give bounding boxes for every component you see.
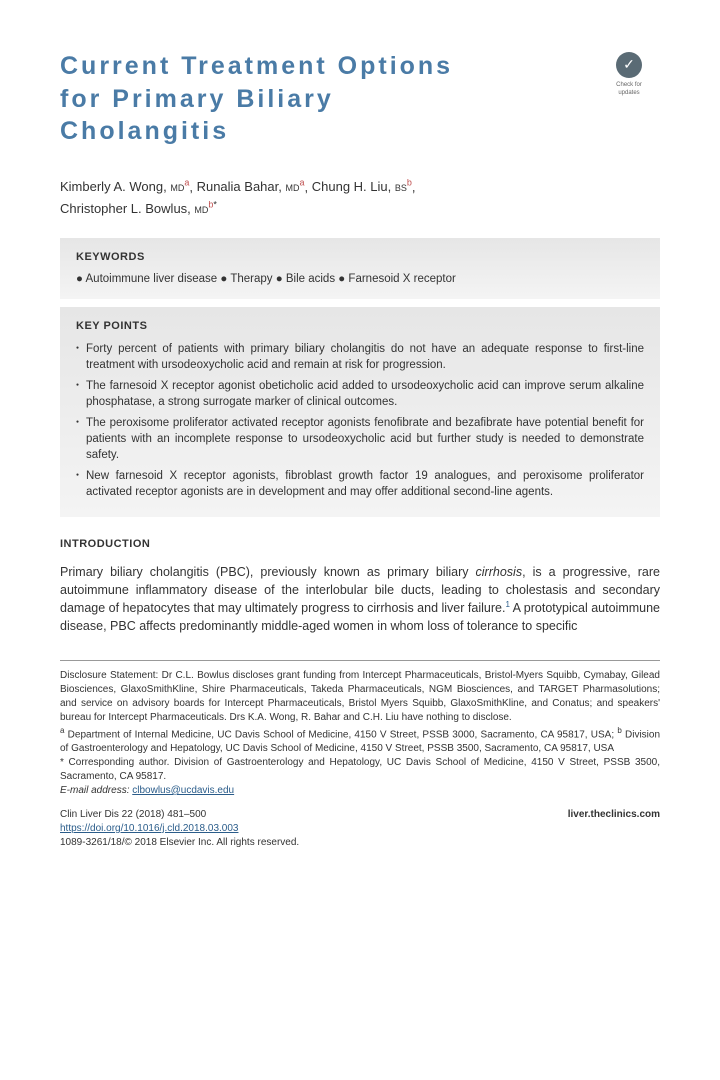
author-list: Kimberly A. Wong, MDa, Runalia Bahar, MD… [60, 176, 660, 220]
author-affiliation-mark: b [407, 178, 412, 188]
disclosure-statement: Disclosure Statement: Dr C.L. Bowlus dis… [60, 669, 660, 725]
check-updates-badge[interactable]: ✓ Check for updates [606, 52, 652, 98]
check-updates-label: Check for updates [606, 81, 652, 98]
email-link[interactable]: clbowlus@ucdavis.edu [132, 785, 234, 796]
keypoints-heading: KEY POINTS [76, 319, 644, 334]
journal-site[interactable]: liver.theclinics.com [568, 808, 660, 822]
intro-text-italic: cirrhosis [476, 565, 523, 579]
author-name: Chung H. Liu [312, 179, 388, 194]
keyword: Therapy [230, 273, 272, 285]
doi-link[interactable]: https://doi.org/10.1016/j.cld.2018.03.00… [60, 823, 238, 834]
keypoint-item: New farnesoid X receptor agonists, fibro… [76, 468, 644, 500]
aff-label-b: b [617, 726, 621, 735]
article-title: Current Treatment Options for Primary Bi… [60, 50, 500, 148]
author: Runalia Bahar, MDa [197, 179, 305, 194]
check-updates-icon: ✓ [616, 52, 642, 78]
section-heading-introduction: INTRODUCTION [60, 537, 660, 552]
keypoint-item: Forty percent of patients with primary b… [76, 341, 644, 373]
author-degree: MD [285, 183, 299, 193]
footer-block: Clin Liver Dis 22 (2018) 481–500 https:/… [60, 808, 660, 850]
author-affiliation-mark: a [299, 178, 304, 188]
footnotes-block: Disclosure Statement: Dr C.L. Bowlus dis… [60, 660, 660, 798]
aff-label-a: a [60, 726, 64, 735]
corresponding-mark: * [213, 200, 217, 210]
keypoint-item: The farnesoid X receptor agonist obetich… [76, 378, 644, 410]
copyright-line: 1089-3261/18/© 2018 Elsevier Inc. All ri… [60, 836, 299, 850]
footer-left: Clin Liver Dis 22 (2018) 481–500 https:/… [60, 808, 299, 850]
author-degree: MD [194, 205, 208, 215]
author-degree: MD [170, 183, 184, 193]
author-affiliation-mark: a [184, 178, 189, 188]
author: Chung H. Liu, BSb [312, 179, 412, 194]
keypoints-list: Forty percent of patients with primary b… [76, 341, 644, 501]
author: Kimberly A. Wong, MDa [60, 179, 189, 194]
corresponding-author: * Corresponding author. Division of Gast… [60, 756, 660, 784]
affiliation-a: a Department of Internal Medicine, UC Da… [60, 725, 660, 756]
journal-citation: Clin Liver Dis 22 (2018) 481–500 [60, 808, 299, 822]
email-label: E-mail address: [60, 785, 129, 796]
email-line: E-mail address: clbowlus@ucdavis.edu [60, 784, 660, 798]
keypoint-item: The peroxisome proliferator activated re… [76, 415, 644, 463]
keywords-heading: KEYWORDS [76, 250, 644, 265]
keywords-list: ● Autoimmune liver disease ● Therapy ● B… [76, 271, 644, 287]
keyword: Bile acids [286, 273, 335, 285]
author: Christopher L. Bowlus, MDb* [60, 201, 217, 216]
keyword: Autoimmune liver disease [86, 273, 218, 285]
author-name: Christopher L. Bowlus [60, 201, 187, 216]
author-name: Kimberly A. Wong [60, 179, 163, 194]
keywords-panel: KEYWORDS ● Autoimmune liver disease ● Th… [60, 238, 660, 299]
author-name: Runalia Bahar [197, 179, 279, 194]
keyword: Farnesoid X receptor [348, 273, 455, 285]
author-degree: BS [395, 183, 407, 193]
introduction-paragraph: Primary biliary cholangitis (PBC), previ… [60, 563, 660, 636]
intro-text: Primary biliary cholangitis (PBC), previ… [60, 565, 476, 579]
keypoints-panel: KEY POINTS Forty percent of patients wit… [60, 307, 660, 517]
aff-text: Department of Internal Medicine, UC Davi… [68, 729, 614, 740]
